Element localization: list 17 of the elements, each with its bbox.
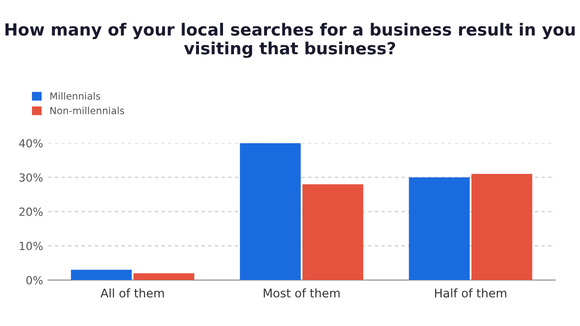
bar xyxy=(240,143,301,280)
bar xyxy=(302,184,364,280)
y-tick-label: 20% xyxy=(19,208,43,216)
x-tick-label: Most of them xyxy=(264,288,340,298)
x-tick-label: All of them xyxy=(100,288,164,298)
bar xyxy=(133,273,194,280)
legend-label: Non-millennials xyxy=(50,106,124,114)
bar xyxy=(70,270,132,280)
x-tick-label: Half of them xyxy=(435,288,506,298)
y-tick-label: 0% xyxy=(26,276,43,284)
y-tick-label: 30% xyxy=(19,173,43,182)
chart-title: How many of your local searches for a business result in you visiting that business? xyxy=(5,22,575,58)
bar xyxy=(471,174,532,280)
y-tick-label: 40% xyxy=(19,139,43,148)
y-tick-label: 10% xyxy=(20,242,43,250)
bar xyxy=(408,177,470,280)
legend-label: Millennials xyxy=(50,92,100,100)
